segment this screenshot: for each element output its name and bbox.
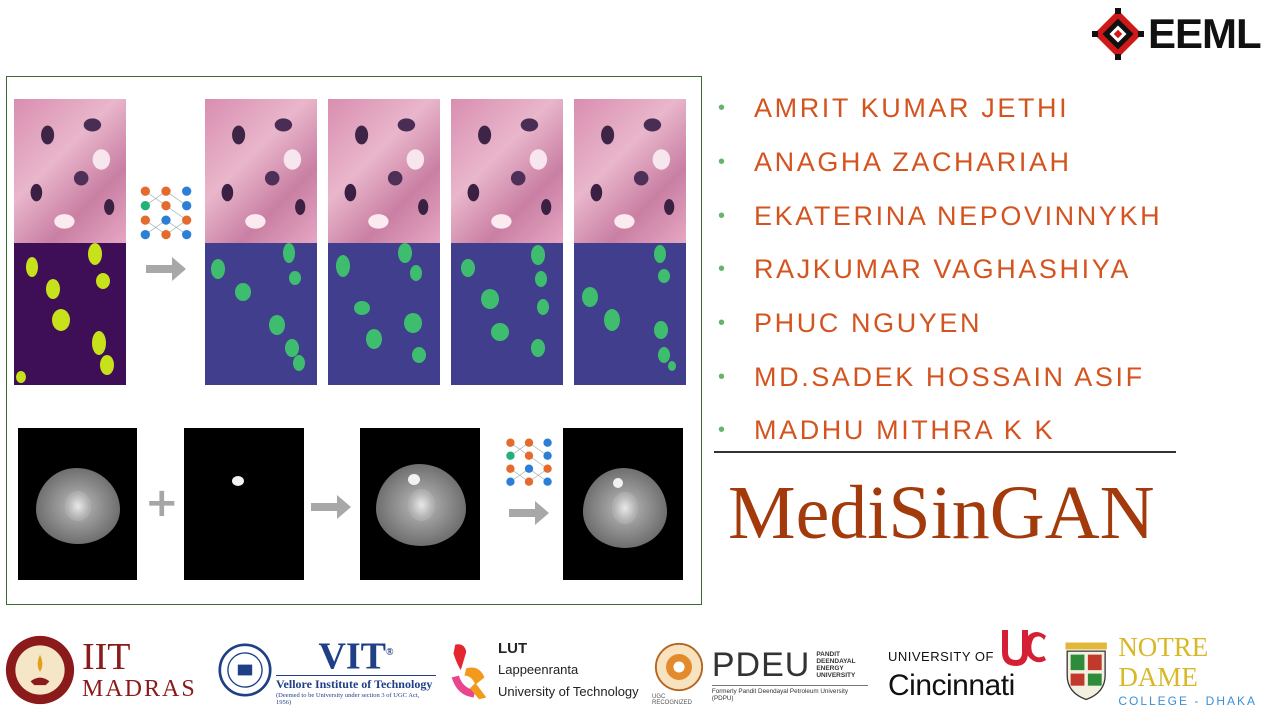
segmentation-input-mask [14,243,126,385]
vit-fullname: Vellore Institute of Technology [275,675,436,692]
notre-dame-crest-icon [1065,642,1107,701]
vit-reg: ® [386,646,394,658]
generated-histology-3 [451,99,563,243]
author-item: • MADHU MITHRA K K [718,404,1258,458]
project-title: MediSinGAN [728,471,1155,555]
generated-mask-4 [574,243,686,385]
lut-line2: University of Technology [498,684,639,699]
vit-logo: VIT® Vellore Institute of Technology (De… [218,632,436,708]
iit-line1: IIT [82,636,131,678]
author-item: • MD.SADEK HOSSAIN ASIF [718,350,1258,404]
mri-brain-input [18,428,137,580]
generated-mask-2 [328,243,440,385]
author-item: • RAJKUMAR VAGHASHIYA [718,243,1258,297]
author-item: • PHUC NGUYEN [718,297,1258,351]
bullet-icon: • [718,365,726,388]
pdeu-short: PDEU [711,645,811,684]
mri-with-tumor [360,428,480,580]
right-arrow-icon [146,257,186,281]
bullet-icon: • [718,151,726,174]
iit-line2: MADRAS [82,676,197,702]
institution-logos: IIT MADRAS VIT® Vellore Institute of Tec… [0,622,1280,718]
iit-madras-logo: IIT MADRAS [4,630,200,710]
right-arrow-icon [509,501,549,525]
bullet-icon: • [718,419,726,442]
divider [714,451,1176,453]
generated-histology-2 [328,99,440,243]
tumor-mask [184,428,304,580]
generated-histology-4 [574,99,686,243]
cincinnati-logo: UNIVERSITY OF Cincinnati [888,628,1048,708]
pdeu-former: Formerly Pandit Deendayal Petroleum Univ… [711,684,868,702]
neural-network-icon [140,186,192,240]
notre-dame-logo: NOTRE DAME COLLEGE - DHAKA [1062,632,1276,710]
lut-logo: LUT Lappeenranta University of Technolog… [448,636,644,706]
iit-madras-seal-icon [5,635,75,705]
author-list: • AMRIT KUMAR JETHI • ANAGHA ZACHARIAH • EK… [718,82,1258,458]
vit-name: VIT [318,635,387,678]
neural-network-icon [506,438,552,486]
pdeu-side4: UNIVERSITY [816,671,856,679]
bullet-icon: • [718,258,726,281]
lut-line1: Lappeenranta [498,662,579,677]
author-name: AMRIT KUMAR JETHI [754,93,1070,124]
plus-symbol: + [145,480,179,526]
bullet-icon: • [718,312,726,335]
vit-seal-icon [218,643,272,697]
eeml-logo: EEML [1092,8,1276,60]
author-name: RAJKUMAR VAGHASHIYA [754,254,1131,285]
right-arrow-icon [311,495,351,519]
eeml-snowflake-icon [1092,8,1144,60]
uc-line2: Cincinnati [888,669,1015,702]
pdeu-seal-icon [654,642,703,692]
uc-line1: UNIVERSITY OF [888,649,994,664]
generated-histology-1 [205,99,317,243]
lut-short: LUT [498,640,528,657]
pdeu-logo: UGC RECOGNIZED PDEU PANDIT DEENDAYAL ENE… [652,638,868,710]
ndc-line2: COLLEGE - DHAKA [1118,694,1258,708]
author-item: • AMRIT KUMAR JETHI [718,82,1258,136]
vit-note: (Deemed to be University under section 3… [275,692,420,707]
histology-input-image [14,99,126,243]
pdeu-side2: DEENDAYAL [816,657,856,665]
author-item: • EKATERINA NEPOVINNYKH [718,189,1258,243]
author-name: MD.SADEK HOSSAIN ASIF [754,361,1145,392]
uc-mark-icon [1001,630,1046,666]
eeml-logo-text: EEML [1148,10,1262,57]
author-name: PHUC NGUYEN [754,308,983,339]
generated-mask-1 [205,243,317,385]
bullet-icon: • [718,97,726,120]
author-item: • ANAGHA ZACHARIAH [718,136,1258,190]
pdeu-side1: PANDIT [816,650,841,658]
method-figure: + [6,76,702,605]
lut-mark-icon [451,644,487,700]
generated-mri [563,428,683,580]
ndc-line1: NOTRE DAME [1118,632,1209,692]
author-name: MADHU MITHRA K K [754,415,1056,446]
pdeu-side3: ENERGY [816,664,844,672]
author-name: ANAGHA ZACHARIAH [754,147,1072,178]
pdeu-ugc: UGC RECOGNIZED [652,694,693,706]
generated-mask-3 [451,243,563,385]
bullet-icon: • [718,204,726,227]
author-name: EKATERINA NEPOVINNYKH [754,200,1163,231]
